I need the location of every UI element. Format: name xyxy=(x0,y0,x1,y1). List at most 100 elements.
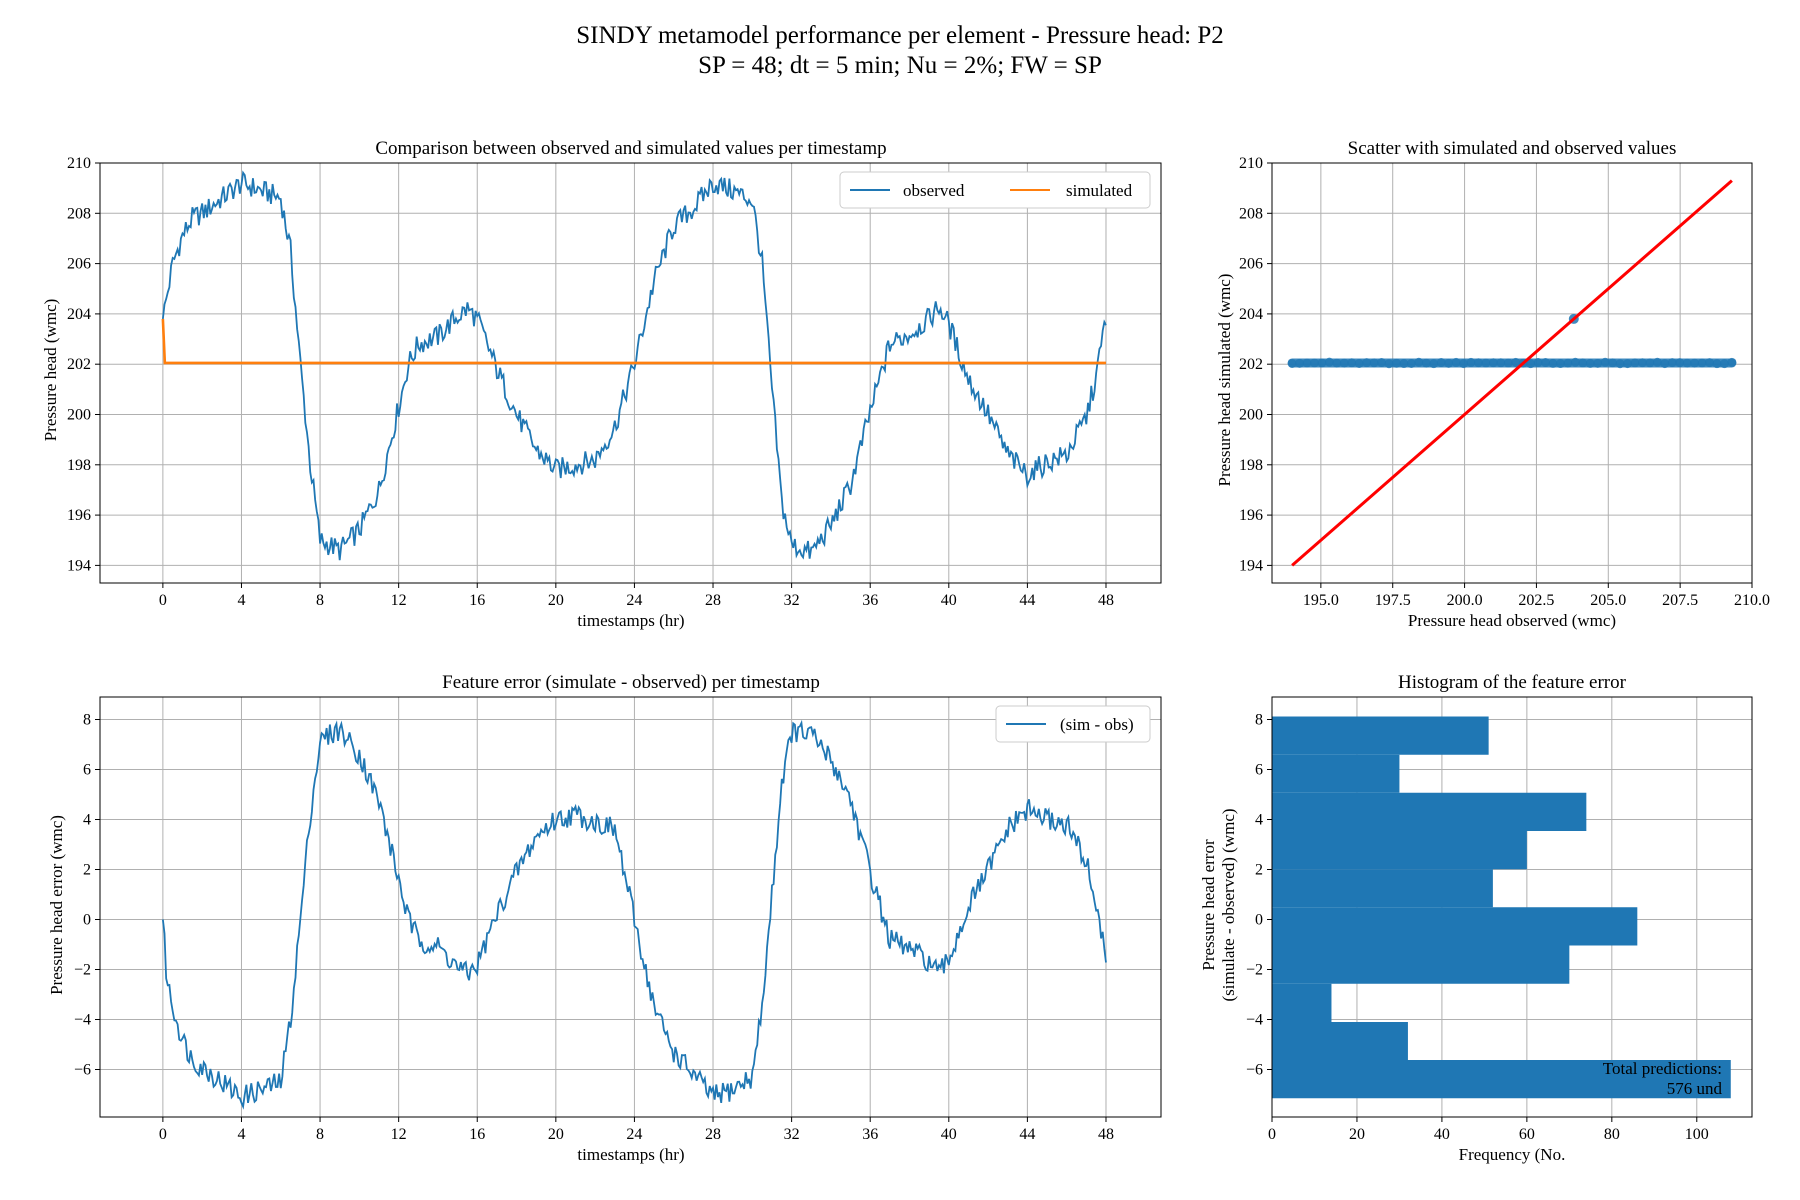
figure-title-line1: SINDY metamodel performance per element … xyxy=(576,22,1223,49)
histogram-xlabel: Frequency (No. xyxy=(1459,1145,1566,1164)
scatter-ytick-label: 198 xyxy=(1239,457,1263,474)
timeseries-xtick-label: 48 xyxy=(1098,592,1114,609)
error-xtick-label: 28 xyxy=(705,1126,721,1143)
timeseries-legend: observed simulated xyxy=(839,171,1151,209)
error-xtick-label: 20 xyxy=(548,1126,564,1143)
error-xlabel: timestamps (hr) xyxy=(577,1145,684,1164)
scatter-xtick-label: 200.0 xyxy=(1447,592,1483,609)
timeseries-xtick-label: 44 xyxy=(1019,592,1035,609)
scatter-point xyxy=(1369,358,1379,368)
histogram-xtick-label: 60 xyxy=(1519,1126,1535,1143)
timeseries-legend-box xyxy=(839,171,1151,209)
scatter-point xyxy=(1511,357,1521,367)
scatter-point xyxy=(1719,359,1729,369)
timeseries-xtick-label: 16 xyxy=(469,592,485,609)
histogram-xtick-label: 100 xyxy=(1685,1126,1709,1143)
timeseries-ytick-label: 194 xyxy=(67,557,91,574)
timeseries-xtick-label: 0 xyxy=(159,592,167,609)
histogram-bar xyxy=(1272,792,1587,831)
histogram-bar xyxy=(1272,983,1332,1022)
scatter-point xyxy=(1585,358,1595,368)
scatter-point xyxy=(1451,357,1461,367)
scatter-point xyxy=(1339,358,1349,368)
error-xtick-label: 48 xyxy=(1098,1126,1114,1143)
timeseries-ylabel: Pressure head (wmc) xyxy=(41,299,60,442)
scatter-point xyxy=(1615,359,1625,369)
histogram-ytick-label: 6 xyxy=(1255,762,1263,779)
error-xtick-label: 44 xyxy=(1019,1126,1035,1143)
scatter-point xyxy=(1287,358,1297,368)
scatter-point xyxy=(1496,358,1506,368)
error-grid xyxy=(100,697,1161,1117)
scatter-point xyxy=(1570,357,1580,367)
scatter-point xyxy=(1608,358,1618,368)
timeseries-xtick-label: 20 xyxy=(548,592,564,609)
error-xtick-label: 4 xyxy=(237,1126,245,1143)
histogram-plot-area: 0 20 40 60 80 100 −6 −4 −2 0 2 4 6 8 xyxy=(1246,696,1753,1143)
histogram-ytick-label: −6 xyxy=(1246,1062,1263,1079)
scatter-point xyxy=(1637,358,1647,368)
scatter-point xyxy=(1406,359,1416,369)
scatter-point xyxy=(1548,358,1558,368)
histogram-xtick-label: 40 xyxy=(1434,1126,1450,1143)
scatter-point xyxy=(1630,358,1640,368)
histogram-bar xyxy=(1272,869,1493,908)
histogram-ylabel-line2: (simulate - observed) (wmc) xyxy=(1219,808,1238,1001)
histogram-xtick-label: 80 xyxy=(1604,1126,1620,1143)
scatter-point xyxy=(1578,358,1588,368)
error-ytick-label: −4 xyxy=(74,1012,91,1029)
timeseries-ytick-label: 204 xyxy=(67,306,91,323)
scatter-point xyxy=(1384,359,1394,369)
scatter-point xyxy=(1354,358,1364,368)
timeseries-xtick-label: 28 xyxy=(705,592,721,609)
scatter-point xyxy=(1503,358,1513,368)
scatter-xtick-label: 195.0 xyxy=(1303,592,1339,609)
observed-line xyxy=(161,170,1107,561)
scatter-xtick-label: 202.5 xyxy=(1518,592,1554,609)
error-marks xyxy=(161,719,1107,1110)
histogram-ytick-label: −2 xyxy=(1246,962,1263,979)
error-panel: Feature error (simulate - observed) per … xyxy=(47,672,1162,1164)
legend-sim-obs-label: (sim - obs) xyxy=(1060,715,1134,734)
error-legend: (sim - obs) xyxy=(995,705,1151,743)
timeseries-xtick-label: 12 xyxy=(391,592,407,609)
scatter-xlabel: Pressure head observed (wmc) xyxy=(1408,611,1616,630)
scatter-point xyxy=(1600,357,1610,367)
scatter-xtick-label: 205.0 xyxy=(1590,592,1626,609)
error-xtick-label: 0 xyxy=(159,1126,167,1143)
scatter-point xyxy=(1593,358,1603,368)
histogram-marks xyxy=(1272,716,1731,1099)
histogram-ytick-label: −4 xyxy=(1246,1012,1263,1029)
timeseries-xtick-label: 8 xyxy=(316,592,324,609)
scatter-point xyxy=(1682,358,1692,368)
error-ytick-label: −2 xyxy=(74,962,91,979)
scatter-ytick-label: 200 xyxy=(1239,406,1263,423)
error-ytick-label: 4 xyxy=(83,812,91,829)
error-ytick-label: −6 xyxy=(74,1062,91,1079)
histogram-panel: Histogram of the feature error Frequency… xyxy=(1199,672,1753,1164)
error-ytick-label: 8 xyxy=(83,712,91,729)
scatter-point xyxy=(1690,358,1700,368)
scatter-xtick-label: 210.0 xyxy=(1734,592,1770,609)
scatter-point xyxy=(1675,358,1685,368)
error-frame xyxy=(99,696,1162,1118)
timeseries-ytick-label: 208 xyxy=(67,205,91,222)
histogram-xtick-label: 20 xyxy=(1349,1126,1365,1143)
scatter-point xyxy=(1362,358,1372,368)
scatter-panel: Scatter with simulated and observed valu… xyxy=(1215,138,1770,630)
histogram-ytick-label: 8 xyxy=(1255,712,1263,729)
scatter-point xyxy=(1302,358,1312,368)
scatter-ytick-label: 202 xyxy=(1239,356,1263,373)
scatter-point xyxy=(1466,357,1476,367)
histogram-annotation-line1: Total predictions: xyxy=(1603,1059,1722,1078)
error-legend-box xyxy=(995,705,1151,743)
scatter-ylabel: Pressure head simulated (wmc) xyxy=(1215,274,1234,487)
scatter-point xyxy=(1459,359,1469,369)
legend-observed-label: observed xyxy=(903,181,965,200)
timeseries-plot-area: 0 4 8 12 16 20 24 28 32 36 40 44 4819419619820020220… xyxy=(67,155,1162,609)
histogram-annotation-line2: 576 und xyxy=(1667,1079,1723,1098)
scatter-point xyxy=(1727,357,1737,367)
scatter-point xyxy=(1436,358,1446,368)
histogram-xtick-label: 0 xyxy=(1268,1126,1276,1143)
scatter-point xyxy=(1563,358,1573,368)
